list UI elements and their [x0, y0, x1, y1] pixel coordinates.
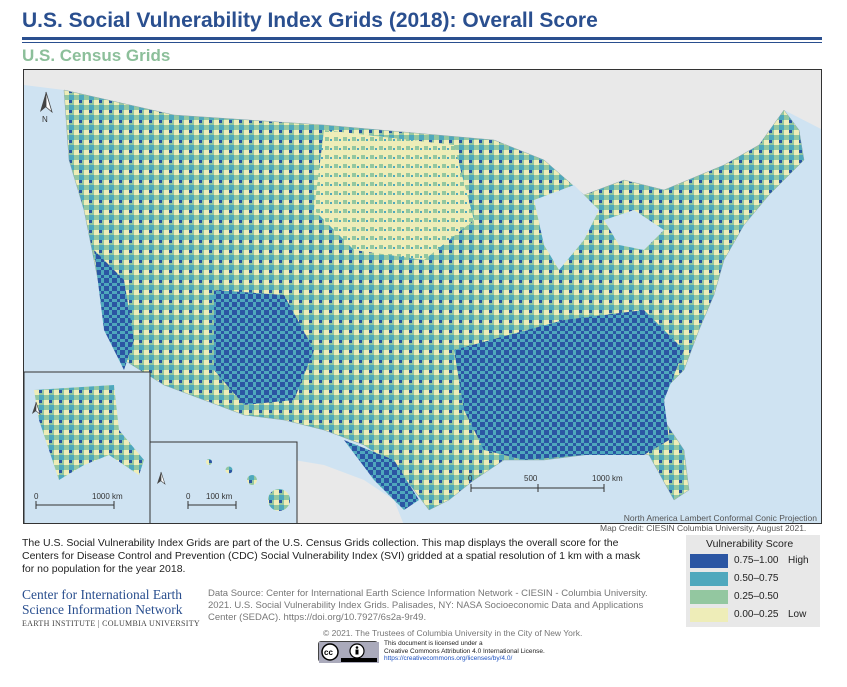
cc-by-icon[interactable]: cc	[318, 641, 379, 663]
hawaii-scalebar: 0 100 km	[186, 492, 237, 509]
alaska-scalebar-label-1: 1000 km	[92, 492, 123, 501]
hawaii-island-kauai	[206, 459, 212, 465]
org-name-line1: Center for International Earth	[22, 587, 183, 602]
license-text: This document is licensed under a Creati…	[384, 640, 545, 663]
map-title: U.S. Social Vulnerability Index Grids (2…	[22, 9, 598, 32]
org-name-line2: Science Information Network	[22, 602, 183, 617]
north-arrow-label: N	[42, 115, 48, 124]
southwest-high-vulnerability	[214, 290, 314, 405]
plains-low-vulnerability	[314, 130, 474, 260]
ciesin-logo[interactable]: Center for International Earth Science I…	[22, 587, 200, 628]
legend-label: 0.00–0.25	[734, 609, 779, 620]
main-scalebar: 0 500 1000 km	[468, 474, 623, 492]
legend-item-high: 0.75–1.00 High	[690, 553, 818, 570]
projection-note: North America Lambert Conformal Conic Pr…	[623, 513, 817, 523]
hawaii-island-oahu	[225, 466, 233, 474]
title-rule-thin	[22, 42, 822, 43]
svg-text:cc: cc	[324, 648, 333, 657]
map-credit: Map Credit: CIESIN Columbia University, …	[600, 523, 807, 533]
canada-land	[24, 70, 821, 195]
alaska-land	[34, 385, 144, 480]
map-canvas[interactable]: N 0 500 1000 km 0 1000 km	[24, 70, 822, 524]
map-frame[interactable]: N 0 500 1000 km 0 1000 km	[23, 69, 822, 524]
org-affiliation: EARTH INSTITUTE | COLUMBIA UNIVERSITY	[22, 619, 200, 628]
hawaii-scalebar-label-0: 0	[186, 492, 191, 501]
map-subtitle: U.S. Census Grids	[22, 46, 171, 65]
west-coast-high-vulnerability	[94, 250, 134, 370]
hawaii-scalebar-label-1: 100 km	[206, 492, 233, 501]
hawaii-island-big-island	[268, 489, 290, 511]
legend-title: Vulnerability Score	[706, 538, 794, 550]
legend-level: Low	[788, 609, 807, 620]
hawaii-north-arrow-icon	[157, 471, 166, 485]
license-link[interactable]: https://creativecommons.org/licenses/by/…	[384, 655, 513, 662]
copyright: © 2021. The Trustees of Columbia Univers…	[323, 628, 583, 638]
legend-item-low: 0.00–0.25 Low	[690, 607, 818, 624]
north-arrow-icon: N	[40, 91, 53, 124]
legend-swatch	[690, 554, 728, 568]
legend-label: 0.75–1.00	[734, 555, 779, 566]
alaska-inset[interactable]: 0 1000 km	[24, 371, 151, 524]
southeast-high-vulnerability	[454, 310, 684, 460]
data-source: Data Source: Center for International Ea…	[208, 588, 648, 623]
alaska-scalebar-label-0: 0	[34, 492, 39, 501]
license-line2: Creative Commons Attribution 4.0 Interna…	[384, 647, 545, 655]
great-lakes	[534, 185, 664, 270]
texas-high-vulnerability	[344, 440, 419, 510]
alaska-north-arrow-icon	[32, 401, 41, 415]
legend-item-mid-high: 0.50–0.75	[690, 571, 818, 588]
map-description: The U.S. Social Vulnerability Index Grid…	[22, 537, 641, 575]
hawaii-inset[interactable]: 0 100 km	[149, 441, 298, 524]
main-scalebar-label-1: 500	[524, 474, 538, 483]
legend-label: 0.50–0.75	[734, 573, 779, 584]
legend-swatch	[690, 590, 728, 604]
legend-item-mid-low: 0.25–0.50	[690, 589, 818, 606]
title-rule	[22, 37, 822, 40]
legend-swatch	[690, 608, 728, 622]
alaska-scalebar: 0 1000 km	[34, 492, 123, 509]
legend-swatch	[690, 572, 728, 586]
license-line1: This document is licensed under a	[384, 640, 483, 647]
main-scalebar-label-0: 0	[468, 474, 473, 483]
legend-level: High	[788, 555, 809, 566]
main-scalebar-label-2: 1000 km	[592, 474, 623, 483]
legend: Vulnerability Score 0.75–1.00 High 0.50–…	[686, 535, 820, 627]
hawaii-island-maui	[247, 475, 257, 485]
legend-label: 0.25–0.50	[734, 591, 779, 602]
